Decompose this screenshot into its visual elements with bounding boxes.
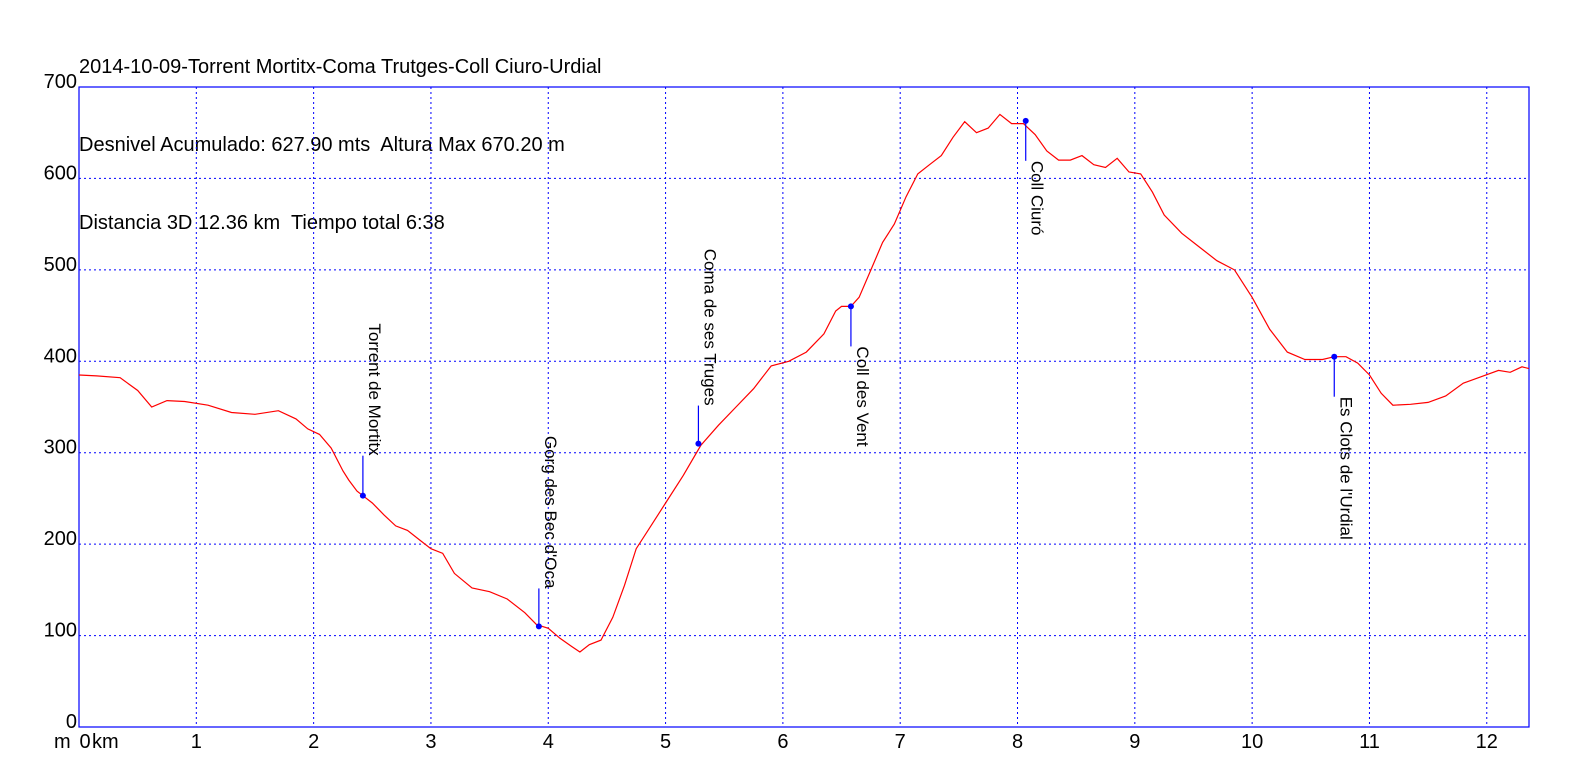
waypoint: Torrent de Mortitx	[359, 323, 384, 499]
waypoint: Coll Ciuró	[1022, 117, 1047, 236]
chart-grid	[79, 87, 1529, 727]
waypoint: Coma de ses Truges	[695, 249, 719, 447]
x-axis-unit: km	[92, 731, 119, 753]
x-tick-label: 2	[308, 731, 319, 753]
waypoint-dot	[695, 440, 702, 447]
waypoint-markers: Torrent de Mortitx Gorg des Bec d'Oca Coma…	[359, 117, 1355, 630]
chart-title: 2014-10-09-Torrent Mortitx-Coma Trutges-…	[79, 56, 602, 78]
waypoint-label: Coll des Vent	[853, 346, 872, 446]
y-tick-label: 600	[44, 162, 77, 184]
waypoint-label: Gorg des Bec d'Oca	[541, 436, 560, 589]
elevation-line	[78, 113, 1530, 653]
x-tick-label: 1	[191, 731, 202, 753]
waypoint-label: Torrent de Mortitx	[365, 323, 384, 456]
waypoint-label: Coma de ses Truges	[700, 249, 719, 406]
y-tick-label: 200	[44, 528, 77, 550]
waypoint-dot	[847, 303, 854, 310]
x-tick-label: 5	[660, 731, 671, 753]
x-tick-label: 3	[425, 731, 436, 753]
x-tick-label: 10	[1241, 731, 1263, 753]
waypoint: Es Clots de l'Urdial	[1331, 353, 1355, 540]
waypoint-label: Coll Ciuró	[1028, 161, 1047, 236]
waypoint-dot	[1331, 353, 1338, 360]
plot-frame	[78, 86, 1530, 728]
y-axis-unit: m	[54, 731, 71, 753]
waypoint-dot	[359, 492, 366, 499]
x-tick-label: 12	[1476, 731, 1498, 753]
y-tick-label: 500	[44, 254, 77, 276]
chart-title-block: 2014-10-09-Torrent Mortitx-Coma Trutges-…	[79, 2, 601, 262]
y-tick-label: 300	[44, 437, 77, 459]
x-tick-label: 4	[543, 731, 554, 753]
x-tick-label: 7	[895, 731, 906, 753]
chart-subtitle-distance: Distancia 3D 12.36 km Tiempo total 6:38	[79, 212, 445, 234]
waypoint: Gorg des Bec d'Oca	[535, 436, 560, 630]
x-tick-label: 0	[79, 731, 90, 753]
x-tick-label: 11	[1359, 731, 1380, 753]
y-tick-label: 400	[44, 345, 77, 367]
waypoint-dot	[1022, 117, 1029, 124]
x-tick-label: 9	[1129, 731, 1140, 753]
y-tick-label: 700	[44, 71, 77, 93]
waypoint-dot	[535, 623, 542, 630]
y-tick-label: 0	[66, 711, 77, 733]
waypoint-label: Es Clots de l'Urdial	[1336, 397, 1355, 540]
y-tick-label: 100	[44, 620, 77, 642]
waypoint: Coll des Vent	[847, 303, 872, 447]
x-tick-label: 8	[1012, 731, 1023, 753]
chart-subtitle-elevation: Desnivel Acumulado: 627.90 mts Altura Ma…	[79, 134, 565, 156]
x-tick-label: 6	[777, 731, 788, 753]
